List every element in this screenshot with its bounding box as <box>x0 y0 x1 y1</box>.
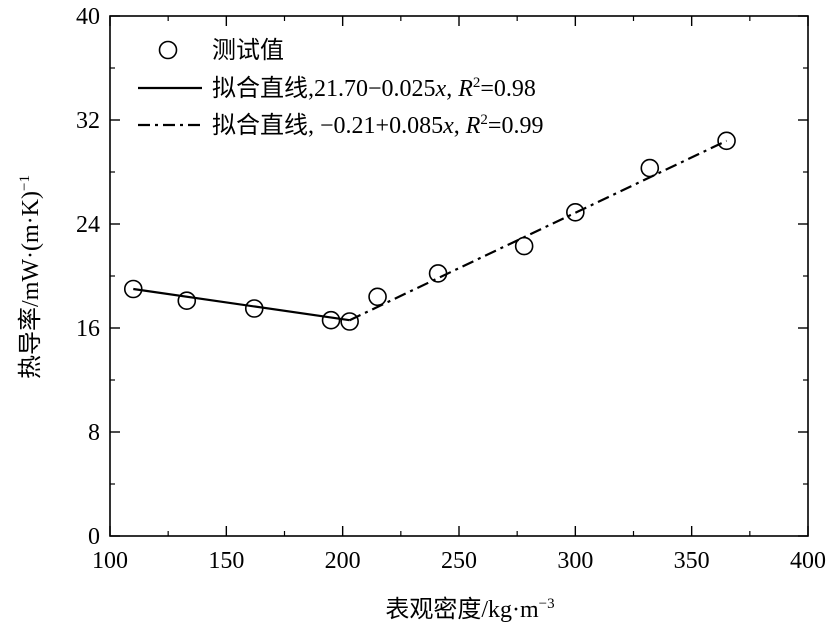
data-point <box>368 287 387 307</box>
data-point <box>244 299 264 318</box>
data-point <box>321 310 341 330</box>
data-point <box>340 312 359 331</box>
legend-label-fit-1: 拟合直线,21.70−0.025x, R2=0.98 <box>212 75 536 102</box>
legend-label-test-values: 测试值 <box>212 37 284 64</box>
data-point <box>717 131 736 151</box>
y-tick-label: 8 <box>88 420 100 446</box>
legend-marker-test-values <box>158 40 178 60</box>
x-tick-label: 150 <box>208 548 244 574</box>
fit-line-2 <box>349 139 728 322</box>
y-axis-title: 热导率/mW·(m·K)−1 <box>17 175 44 379</box>
x-tick-label: 350 <box>674 548 710 574</box>
y-tick-label: 0 <box>88 524 100 550</box>
data-point <box>428 264 448 283</box>
y-tick-label: 32 <box>76 108 100 134</box>
legend-label-fit-2: 拟合直线, −0.21+0.085x, R2=0.99 <box>212 112 543 139</box>
x-tick-label: 400 <box>790 548 826 574</box>
data-point <box>514 236 534 256</box>
fit-line-1 <box>133 287 350 322</box>
x-tick-label: 200 <box>325 548 361 574</box>
x-tick-label: 100 <box>92 548 128 574</box>
y-tick-label: 40 <box>76 4 100 30</box>
data-point <box>640 158 660 178</box>
data-point <box>566 203 585 222</box>
data-point <box>177 291 197 311</box>
y-tick-label: 24 <box>76 212 100 238</box>
x-axis-title: 表观密度/kg·m−3 <box>385 596 554 623</box>
y-tick-label: 16 <box>76 316 100 342</box>
x-tick-label: 250 <box>441 548 477 574</box>
x-tick-label: 300 <box>557 548 593 574</box>
data-point <box>123 279 143 299</box>
legend: 测试值 拟合直线,21.70−0.025x, R2=0.98 拟合直线, −0.… <box>138 37 543 139</box>
